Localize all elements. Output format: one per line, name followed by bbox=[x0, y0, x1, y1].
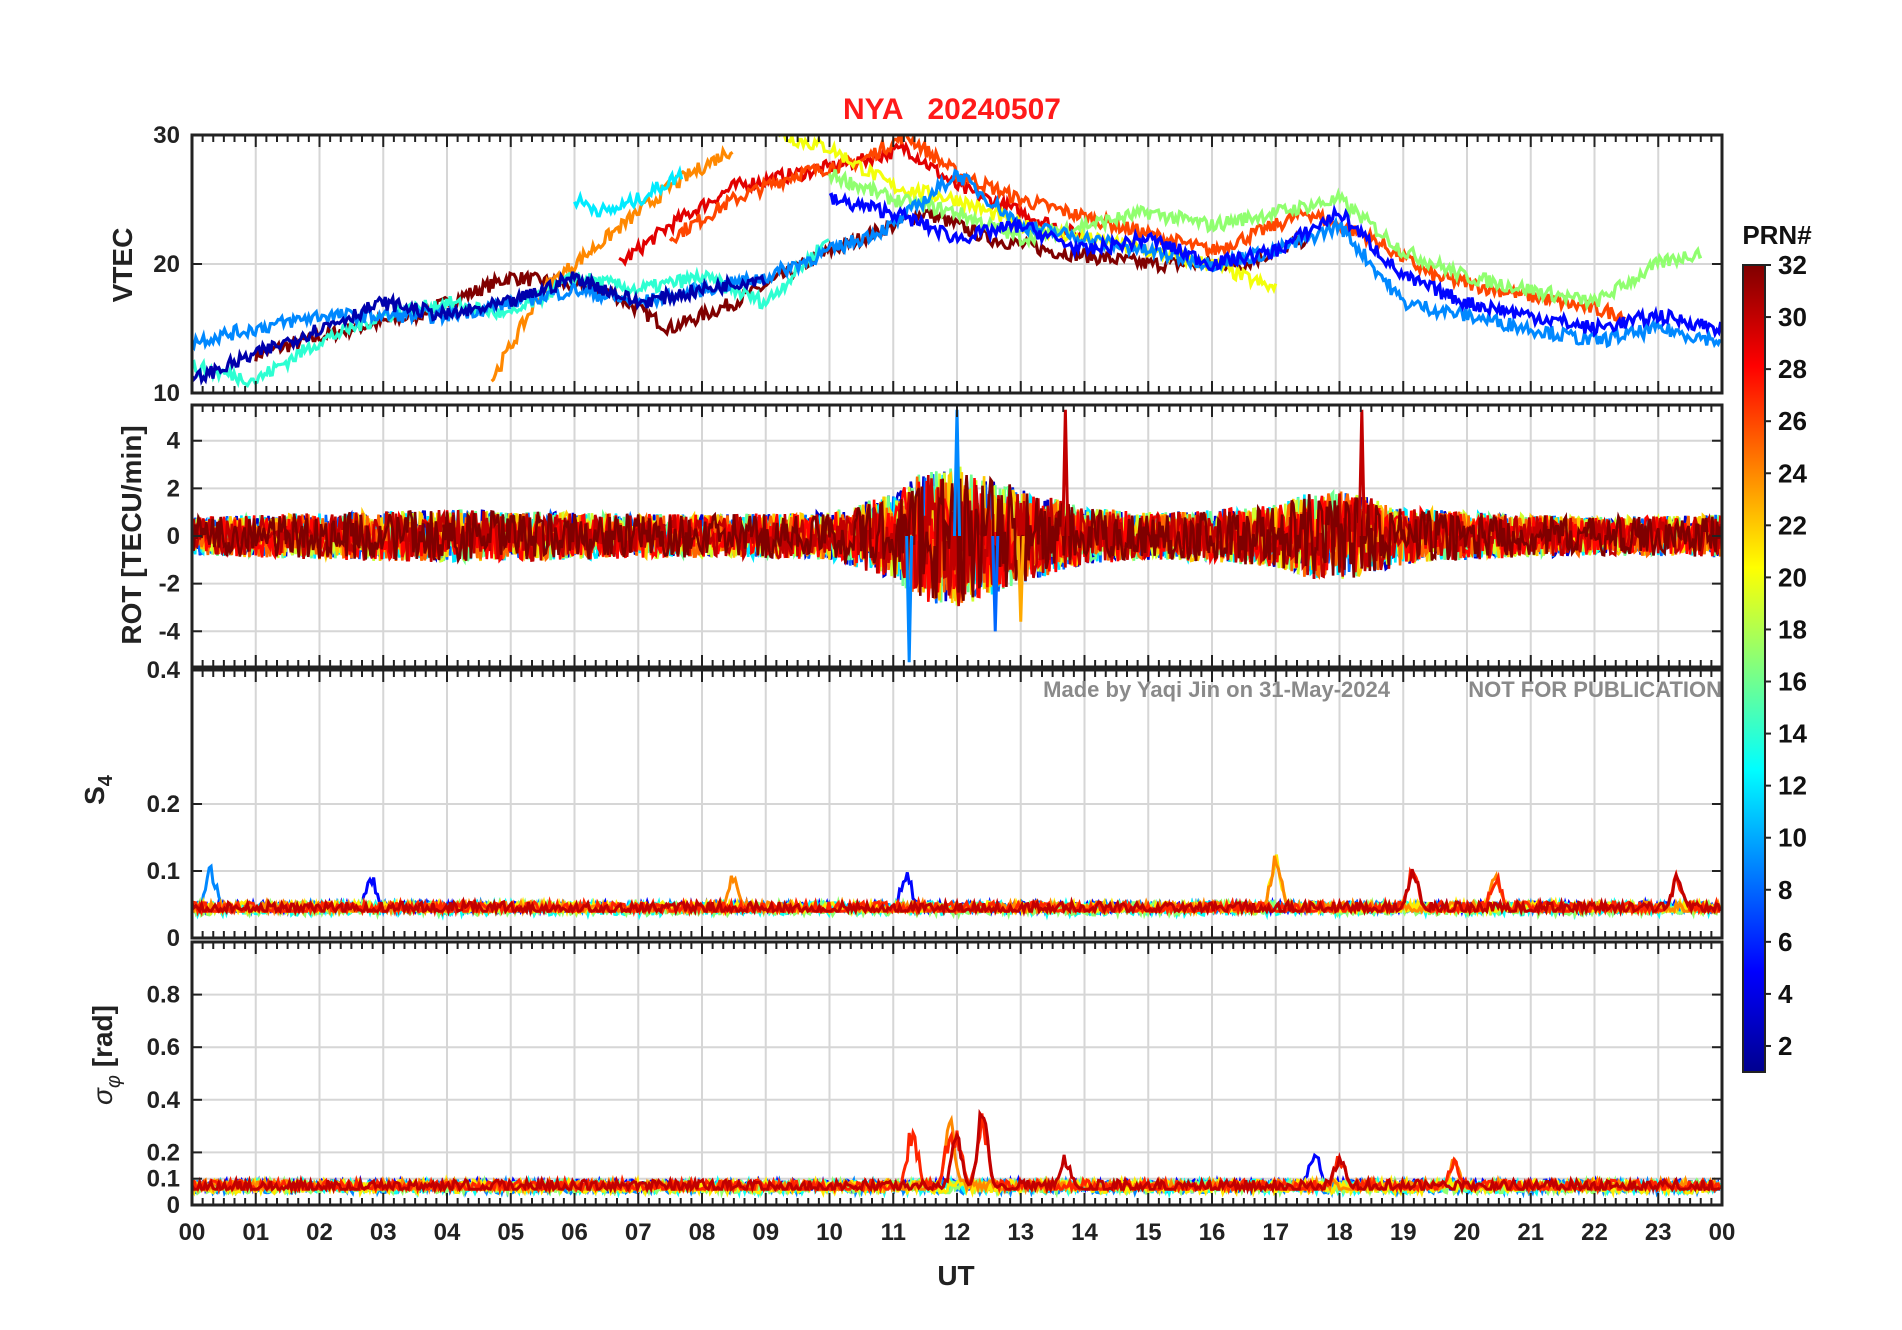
x-tick-label: 17 bbox=[1262, 1219, 1289, 1246]
sigphi-data bbox=[192, 1108, 1722, 1200]
vtec-ytick-label: 30 bbox=[153, 122, 180, 149]
x-tick-label: 10 bbox=[816, 1219, 843, 1246]
x-tick-label: 00 bbox=[179, 1219, 206, 1246]
sigphi-ytick-label: 0.2 bbox=[147, 1139, 180, 1166]
sigphi-series-prn-17 bbox=[192, 1174, 1722, 1199]
sigphi-ytick-label: 0.6 bbox=[147, 1034, 180, 1061]
s4-ylabel: S4 bbox=[79, 774, 117, 805]
x-tick-label: 09 bbox=[752, 1219, 779, 1246]
x-tick-label: 15 bbox=[1135, 1219, 1162, 1246]
vtec-series-prn-5 bbox=[828, 191, 1722, 339]
x-tick-label: 06 bbox=[561, 1219, 588, 1246]
x-tick-label: 07 bbox=[625, 1219, 652, 1246]
s4-data bbox=[192, 854, 1722, 921]
sigphi-ylabel: σφ [rad] bbox=[87, 1005, 125, 1105]
vtec-series-prn-24 bbox=[490, 144, 734, 383]
colorbar-tick-label: 30 bbox=[1778, 302, 1807, 332]
colorbar-tick-label: 6 bbox=[1778, 927, 1792, 957]
colorbar-tick-label: 2 bbox=[1778, 1031, 1792, 1061]
vtec-data bbox=[192, 135, 1722, 389]
vtec-ytick-label: 20 bbox=[153, 251, 180, 278]
x-tick-label: 05 bbox=[497, 1219, 524, 1246]
sigphi-ytick-label: 0 bbox=[167, 1192, 180, 1219]
rot-ytick-label: 2 bbox=[167, 475, 180, 502]
x-tick-label: 18 bbox=[1326, 1219, 1353, 1246]
rot-spike-prn-8 bbox=[991, 535, 1000, 632]
colorbar-tick-label: 12 bbox=[1778, 771, 1807, 801]
watermark-notice: NOT FOR PUBLICATION bbox=[1468, 677, 1722, 702]
rot-ytick-label: 4 bbox=[167, 428, 181, 455]
s4-panel: 0 0.1 0.2 0.4 bbox=[147, 657, 1724, 952]
rot-series-prn-30 bbox=[192, 474, 1722, 607]
rot-spike-prn-23 bbox=[1016, 535, 1025, 622]
x-tick-label: 21 bbox=[1517, 1219, 1544, 1246]
vtec-series-prn-12 bbox=[573, 164, 684, 218]
s4-ytick-label: 0.2 bbox=[147, 791, 180, 818]
watermark-author: Made by Yaqi Jin on 31-May-2024 bbox=[1043, 677, 1391, 702]
x-tick-label: 11 bbox=[881, 1219, 906, 1246]
vtec-panel: 10 20 30 bbox=[153, 122, 1724, 407]
sigphi-ytick-label: 0.1 bbox=[147, 1166, 180, 1193]
colorbar bbox=[1742, 264, 1766, 1073]
x-tick-label: 14 bbox=[1071, 1219, 1098, 1246]
x-axis-label: UT bbox=[937, 1260, 974, 1291]
rot-panel: -4 -2 0 2 4 bbox=[159, 403, 1724, 669]
s4-series-prn-30 bbox=[192, 868, 1722, 918]
x-tick-label: 16 bbox=[1199, 1219, 1226, 1246]
vtec-ylabel: VTEC bbox=[107, 228, 138, 303]
colorbar-tick-label: 26 bbox=[1778, 406, 1807, 436]
x-tick-label: 03 bbox=[370, 1219, 397, 1246]
colorbar-tick-label: 22 bbox=[1778, 510, 1807, 540]
sigphi-series-prn-30 bbox=[192, 1108, 1721, 1196]
s4-ytick-label: 0.1 bbox=[147, 858, 180, 885]
rot-ytick-label: -2 bbox=[159, 571, 180, 598]
rot-ylabel: ROT [TECU/min] bbox=[116, 425, 147, 644]
sigphi-ytick-label: 0.8 bbox=[147, 982, 180, 1009]
sigphi-ytick-label: 0.4 bbox=[147, 1087, 181, 1114]
x-tick-label: 00 bbox=[1709, 1219, 1736, 1246]
colorbar-tick-label: 4 bbox=[1778, 979, 1793, 1009]
s4-ytick-label: 0.4 bbox=[147, 657, 181, 684]
x-tick-label: 23 bbox=[1645, 1219, 1672, 1246]
rot-spike-prn-30 bbox=[1357, 409, 1366, 537]
x-tick-label: 04 bbox=[434, 1219, 461, 1246]
colorbar-tick-label: 8 bbox=[1778, 875, 1792, 905]
colorbar-tick-label: 24 bbox=[1778, 458, 1807, 488]
vtec-series-prn-17 bbox=[827, 169, 1703, 312]
s4-ytick-label: 0 bbox=[167, 925, 180, 952]
colorbar-tick-label: 16 bbox=[1778, 667, 1807, 697]
x-tick-label: 12 bbox=[944, 1219, 971, 1246]
colorbar-tick-label: 14 bbox=[1778, 719, 1807, 749]
x-tick-label: 02 bbox=[306, 1219, 333, 1246]
x-tick-label: 08 bbox=[689, 1219, 716, 1246]
rot-data bbox=[192, 409, 1722, 663]
x-tick-label: 20 bbox=[1454, 1219, 1481, 1246]
vtec-ytick-label: 10 bbox=[153, 380, 180, 407]
x-tick-label: 19 bbox=[1390, 1219, 1417, 1246]
rot-spike-prn-9 bbox=[905, 535, 914, 663]
vtec-series-prn-2 bbox=[192, 270, 767, 386]
rot-ytick-label: 0 bbox=[167, 523, 180, 550]
colorbar-tick-label: 10 bbox=[1778, 823, 1807, 853]
colorbar-tick-label: 28 bbox=[1778, 354, 1807, 384]
sigphi-series-prn-24 bbox=[192, 1114, 1721, 1196]
vtec-series-prn-20 bbox=[777, 135, 1278, 295]
x-tick-label: 01 bbox=[242, 1219, 269, 1246]
vtec-series-prn-26 bbox=[668, 135, 1627, 328]
rot-ytick-label: -4 bbox=[159, 618, 181, 645]
colorbar-tick-label: 18 bbox=[1778, 614, 1807, 644]
x-tick-label: 13 bbox=[1007, 1219, 1034, 1246]
chart-title: NYA 20240507 bbox=[843, 93, 1061, 126]
colorbar-label: PRN# bbox=[1742, 220, 1812, 250]
colorbar-tick-label: 32 bbox=[1778, 250, 1807, 280]
x-tick-label: 22 bbox=[1581, 1219, 1608, 1246]
x-axis-ticks: 00 01 02 03 04 05 06 07 08 09 10 11 12 13 14 15 16 17 18 19… bbox=[179, 1219, 1736, 1246]
colorbar-tick-label: 20 bbox=[1778, 562, 1807, 592]
rot-spike-prn-30 bbox=[1061, 409, 1070, 537]
sigphi-panel: 00.10.2 0.4 0.6 0.8 bbox=[147, 940, 1724, 1219]
